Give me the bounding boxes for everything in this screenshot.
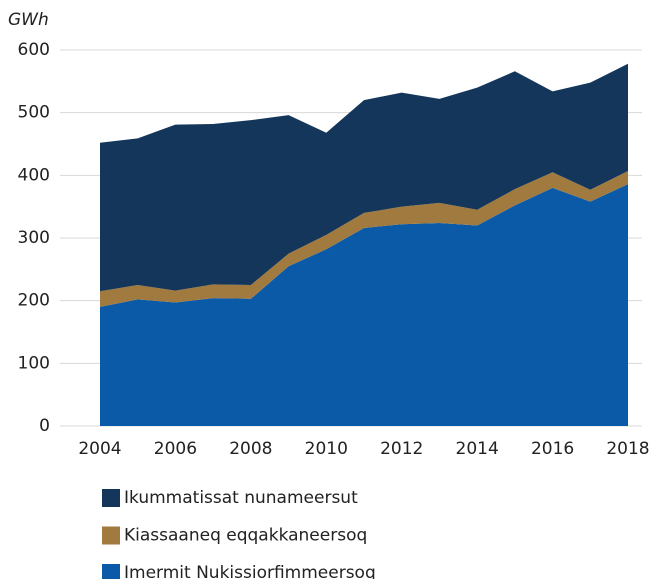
- x-tick-label: 2012: [380, 439, 423, 459]
- x-tick-label: 2008: [229, 439, 272, 459]
- legend-swatch: [102, 564, 120, 579]
- y-tick-label: 400: [18, 165, 50, 185]
- x-tick-label: 2010: [305, 439, 348, 459]
- x-tick-label: 2018: [606, 439, 649, 459]
- x-tick-label: 2014: [456, 439, 499, 459]
- legend-label: Kiassaaneq eqqakkaneersoq: [124, 526, 367, 546]
- legend-swatch: [102, 489, 120, 507]
- y-tick-label: 100: [18, 353, 50, 373]
- area: [100, 63, 628, 292]
- y-tick-label: 600: [18, 40, 50, 60]
- legend-label: Ikummatissat nunameersut: [124, 488, 358, 508]
- x-tick-label: 2006: [154, 439, 197, 459]
- y-tick-label: 500: [18, 103, 50, 123]
- legend-swatch: [102, 526, 120, 545]
- x-tick-label: 2016: [531, 439, 574, 459]
- area: [100, 184, 628, 426]
- y-tick-label: 300: [18, 228, 50, 248]
- legend-label: Imermit Nukissiorfimmeersoq: [124, 563, 376, 579]
- y-tick-label: 200: [18, 291, 50, 311]
- x-tick-label: 2004: [78, 439, 121, 459]
- y-tick-label: 0: [39, 416, 50, 436]
- area: [100, 170, 628, 307]
- y-axis-label: GWh: [8, 10, 49, 30]
